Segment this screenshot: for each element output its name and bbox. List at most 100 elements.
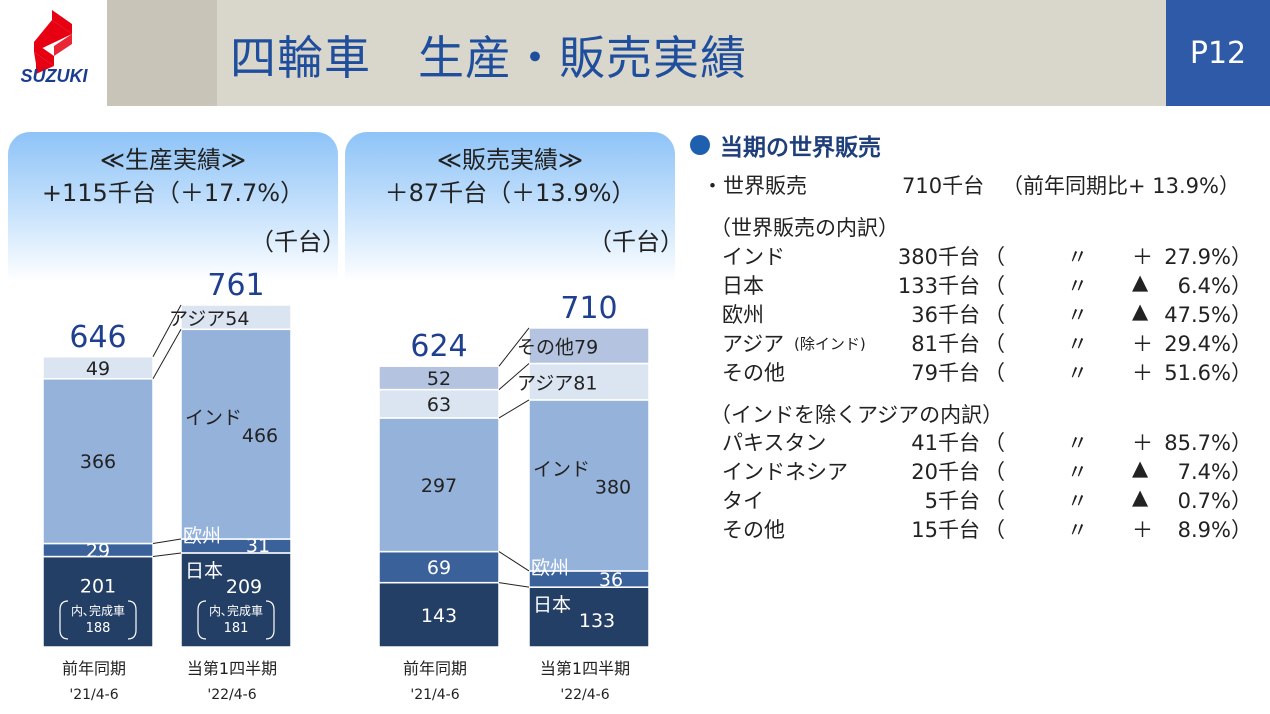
data-label: 31: [246, 535, 270, 557]
category-sublabel: '22/4-6: [207, 687, 256, 703]
row-value: 15千台: [911, 518, 980, 542]
production-unit: （千台）: [250, 228, 346, 256]
connector-line: [498, 551, 530, 572]
data-label: 52: [427, 368, 451, 390]
production-heading: ≪生産実績≫: [99, 146, 247, 174]
row-open-paren: （: [984, 332, 1005, 356]
world-sales-title: 当期の世界販売: [690, 128, 1265, 162]
row-ditto: 〃: [1067, 460, 1088, 484]
page-number: P12: [1166, 0, 1270, 106]
suzuki-s-logo-icon: [34, 10, 72, 74]
row-change-pct: 29.4%）: [1164, 332, 1252, 356]
bullet-dot-icon: [690, 135, 710, 155]
annotation-value: 188: [86, 621, 111, 636]
row-open-paren: （: [984, 431, 1005, 455]
logo-wordmark: SUZUKI: [20, 66, 88, 86]
row-value: 81千台: [911, 332, 980, 356]
bar-total-label: 624: [410, 329, 467, 364]
world-sales-panel: 当期の世界販売 ・世界販売 710千台 （前年同期比+ 13.9%） （世界販売…: [690, 128, 1265, 542]
data-label: 49: [86, 358, 110, 380]
row-ditto: 〃: [1067, 361, 1088, 385]
breakdown-title: （世界販売の内訳）: [710, 216, 899, 240]
row-name: インド: [722, 245, 785, 269]
row-value: 133千台: [897, 274, 980, 298]
connector-line: [152, 538, 182, 544]
bar-total-label: 761: [207, 268, 264, 303]
breakdown-row: アジア (除インド) 81千台（ 〃 ＋ 29.4%）: [722, 328, 1252, 356]
annotation-label: 内､完成車: [71, 603, 125, 618]
row-value: 41千台: [911, 431, 980, 455]
row-change-mark: ▲: [1132, 270, 1149, 294]
row-ditto: 〃: [1067, 274, 1088, 298]
data-label: 366: [80, 451, 116, 473]
sales-heading: ≪販売実績≫: [436, 146, 584, 174]
bar-segment: [42, 378, 154, 545]
bar-segment: [528, 399, 650, 572]
row-change-mark: ＋: [1132, 361, 1153, 385]
annotation-bracket-right: [127, 600, 137, 640]
category-label: 前年同期: [403, 659, 467, 678]
bar-total-label: 710: [560, 291, 617, 326]
category-sublabel: '21/4-6: [410, 687, 459, 703]
total-value: 710千台: [902, 174, 985, 198]
row-ditto: 〃: [1067, 489, 1088, 513]
row-change-mark: ▲: [1132, 485, 1149, 509]
world-sales-title-text: 当期の世界販売: [720, 135, 881, 161]
row-open-paren: （: [984, 245, 1005, 269]
row-open-paren: （: [984, 274, 1005, 298]
breakdown-row: その他 79千台（ 〃 ＋ 51.6%）: [722, 357, 1252, 385]
series-name-label: 欧州: [183, 525, 221, 547]
row-change-mark: ＋: [1132, 245, 1153, 269]
data-label: 143: [421, 605, 457, 627]
row-change-pct: 85.7%）: [1164, 431, 1252, 455]
data-label: 63: [427, 394, 451, 416]
total-note: （前年同期比+ 13.9%）: [1002, 174, 1240, 198]
data-label: 297: [421, 475, 457, 497]
sales-change: ＋87千台（＋13.9%）: [384, 179, 636, 207]
breakdown-row: 日本 133千台（ 〃 ▲ 6.4%）: [722, 270, 1252, 298]
row-name: その他: [722, 361, 785, 385]
row-change-pct: 7.4%）: [1177, 460, 1252, 484]
connector-line: [152, 304, 182, 357]
row-change-pct: 51.6%）: [1164, 361, 1252, 385]
row-change-pct: 47.5%）: [1164, 303, 1252, 327]
row-open-paren: （: [984, 489, 1005, 513]
row-value: 5千台: [924, 489, 980, 513]
row-subname: (除インド): [794, 335, 866, 353]
bar-segment: [378, 365, 500, 391]
row-open-paren: （: [984, 303, 1005, 327]
production-panel-bg: [8, 132, 338, 282]
connector-line: [152, 552, 182, 558]
data-label: 466: [242, 425, 278, 447]
page-title: 四輪車 生産・販売実績: [230, 31, 747, 85]
connector-line: [498, 399, 530, 419]
annotation-value: 181: [224, 621, 249, 636]
data-label: 36: [599, 569, 623, 591]
annotation-bracket-left: [59, 600, 69, 640]
data-label: 380: [595, 476, 631, 498]
header-accent-block: [107, 0, 217, 106]
row-change-pct: 0.7%）: [1177, 489, 1252, 513]
connector-line: [152, 329, 182, 380]
series-name-value-label: アジア81: [517, 373, 597, 395]
category-sublabel: '22/4-6: [560, 687, 609, 703]
bar-segment: [528, 362, 650, 401]
row-open-paren: （: [984, 518, 1005, 542]
row-ditto: 〃: [1067, 431, 1088, 455]
row-value: 36千台: [911, 303, 980, 327]
breakdown-row: パキスタン 41千台（ 〃 ＋ 85.7%）: [722, 427, 1252, 455]
bar-segment: [42, 555, 154, 648]
row-name: 日本: [722, 274, 764, 298]
row-change-mark: ＋: [1132, 332, 1153, 356]
stacked-bar-charts: 646 前年同期 '21/4-6 201 29 366 49 761 当第1四半期 '22/4-6…: [42, 268, 650, 703]
row-open-paren: （: [984, 361, 1005, 385]
bar-segment: [42, 356, 154, 380]
connector-line: [498, 327, 530, 367]
bar-segment: [528, 327, 650, 365]
annotation-label: 内､完成車: [209, 603, 263, 618]
sales-panel-bg: [345, 132, 675, 282]
row-ditto: 〃: [1067, 245, 1088, 269]
connector-line: [498, 363, 530, 390]
row-name: 欧州: [722, 303, 764, 327]
data-label: 201: [80, 576, 116, 598]
